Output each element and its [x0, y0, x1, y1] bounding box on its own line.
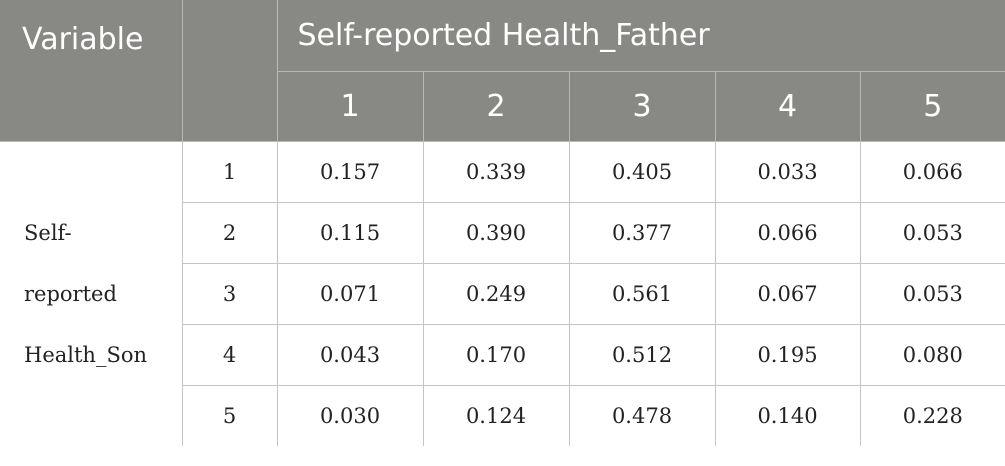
table-cell: 0.170 [422, 324, 570, 386]
table-cell: 0.228 [859, 385, 1005, 446]
table-cell: 0.033 [714, 141, 861, 203]
table-body: Self- reported Health_Son 1 0.157 0.339 … [0, 141, 1005, 446]
table-row: Self- reported Health_Son 1 0.157 0.339 … [0, 141, 1005, 446]
row-number: 5 [181, 385, 278, 446]
row-label-line: reported [24, 281, 117, 306]
blank-header-cell [181, 0, 278, 142]
table-cell: 0.053 [859, 202, 1005, 264]
table-row: 4 0.043 0.170 0.512 0.195 0.080 [0, 324, 1005, 386]
table-cell: 0.405 [568, 141, 716, 203]
header-row-columns: 1 2 3 4 5 [0, 71, 1005, 142]
row-number: 4 [181, 324, 278, 386]
table-cell: 0.080 [859, 324, 1005, 386]
father-health-group-header: Self-reported Health_Father [276, 0, 1005, 72]
table-cell: 0.512 [568, 324, 716, 386]
table-row: 2 0.115 0.390 0.377 0.066 0.053 [0, 202, 1005, 264]
table-cell: 0.157 [276, 141, 424, 203]
table-cell: 0.066 [859, 141, 1005, 203]
row-label-line: Self- [24, 220, 72, 245]
row-number: 3 [181, 263, 278, 325]
header-row-top: Variable Self-reported Health_Father [0, 0, 1005, 142]
table-cell: 0.071 [276, 263, 424, 325]
row-number: 1 [181, 141, 278, 203]
row-number: 2 [181, 202, 278, 264]
son-health-row-label: Self- reported Health_Son [0, 141, 183, 446]
table-cell: 0.339 [422, 141, 570, 203]
table-cell: 0.067 [714, 263, 861, 325]
table-cell: 0.390 [422, 202, 570, 264]
table-cell: 0.561 [568, 263, 716, 325]
table-cell: 0.066 [714, 202, 861, 264]
table-cell: 0.115 [276, 202, 424, 264]
column-header: 5 [859, 71, 1005, 142]
column-header: 3 [568, 71, 716, 142]
row-label-line: Health_Son [24, 342, 147, 367]
table-cell: 0.140 [714, 385, 861, 446]
column-header: 4 [714, 71, 861, 142]
table-cell: 0.478 [568, 385, 716, 446]
table-row: 3 0.071 0.249 0.561 0.067 0.053 [0, 263, 1005, 325]
variable-header: Variable [0, 0, 183, 142]
table-header: Variable Self-reported Health_Father 1 2… [0, 0, 1005, 142]
table-cell: 0.053 [859, 263, 1005, 325]
table-cell: 0.043 [276, 324, 424, 386]
column-header: 2 [422, 71, 570, 142]
table-cell: 0.030 [276, 385, 424, 446]
transition-matrix-table: Variable Self-reported Health_Father 1 2… [0, 0, 1005, 446]
table-cell: 0.249 [422, 263, 570, 325]
table-cell: 0.124 [422, 385, 570, 446]
table-cell: 0.377 [568, 202, 716, 264]
table-cell: 0.195 [714, 324, 861, 386]
column-header: 1 [276, 71, 424, 142]
table-row: 5 0.030 0.124 0.478 0.140 0.228 [0, 385, 1005, 446]
